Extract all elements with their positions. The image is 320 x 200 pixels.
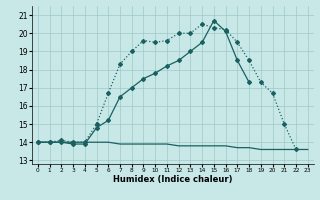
- X-axis label: Humidex (Indice chaleur): Humidex (Indice chaleur): [113, 175, 233, 184]
